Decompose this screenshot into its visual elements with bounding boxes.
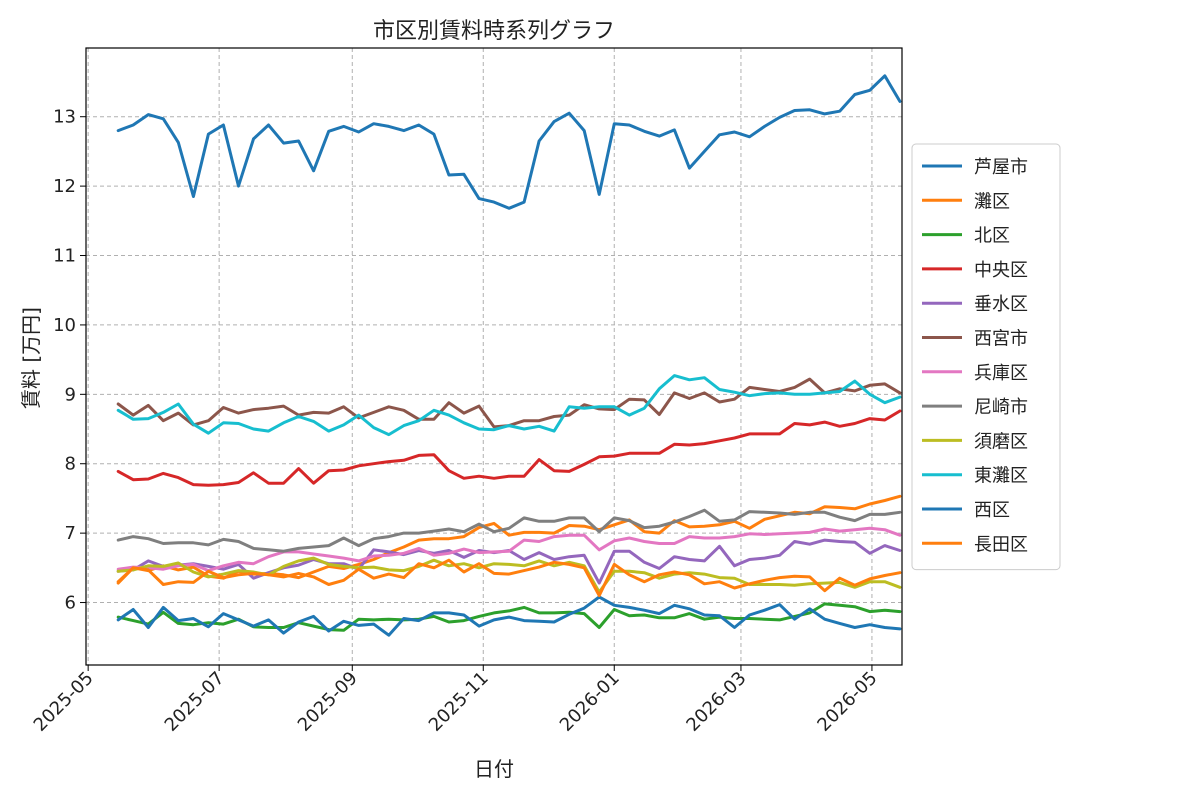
legend-label: 東灘区 xyxy=(974,466,1028,487)
series-line-10 xyxy=(116,374,902,437)
legend-label: 灘区 xyxy=(974,191,1010,212)
chart-title: 市区別賃料時系列グラフ xyxy=(373,19,615,44)
series-line-12 xyxy=(116,558,902,598)
y-tick-label: 8 xyxy=(65,454,76,475)
legend-label: 須磨区 xyxy=(974,431,1028,452)
series-line-1 xyxy=(116,74,902,210)
legend-label: 西宮市 xyxy=(974,329,1028,350)
y-axis: 6 7 8 9 10 11 12 13 xyxy=(53,107,86,614)
y-axis-title: 賃料 [万円] xyxy=(19,307,43,409)
legend-label: 西区 xyxy=(974,500,1010,521)
legend-label: 兵庫区 xyxy=(974,363,1028,384)
legend-label: 長田区 xyxy=(974,534,1028,555)
legend-label: 芦屋市 xyxy=(974,157,1028,178)
series-line-9 xyxy=(116,556,902,594)
y-tick-label: 6 xyxy=(65,593,76,614)
series-layer xyxy=(116,74,902,637)
x-axis-title: 日付 xyxy=(474,757,514,781)
plot-frame xyxy=(85,47,903,666)
y-tick-label: 12 xyxy=(53,176,76,197)
legend-label: 垂水区 xyxy=(974,294,1028,315)
legend-box xyxy=(911,143,1061,571)
legend-label: 北区 xyxy=(974,226,1010,247)
series-line-7 xyxy=(116,526,902,573)
y-tick-label: 13 xyxy=(53,107,76,128)
legend-label: 尼崎市 xyxy=(974,397,1028,418)
y-tick-label: 7 xyxy=(65,523,76,544)
legend-label: 中央区 xyxy=(974,260,1028,281)
series-line-11 xyxy=(116,595,902,637)
series-line-8 xyxy=(116,508,902,553)
series-line-4 xyxy=(116,409,902,487)
y-tick-label: 10 xyxy=(53,315,76,336)
y-tick-label: 11 xyxy=(53,246,76,267)
y-tick-label: 9 xyxy=(65,384,76,405)
